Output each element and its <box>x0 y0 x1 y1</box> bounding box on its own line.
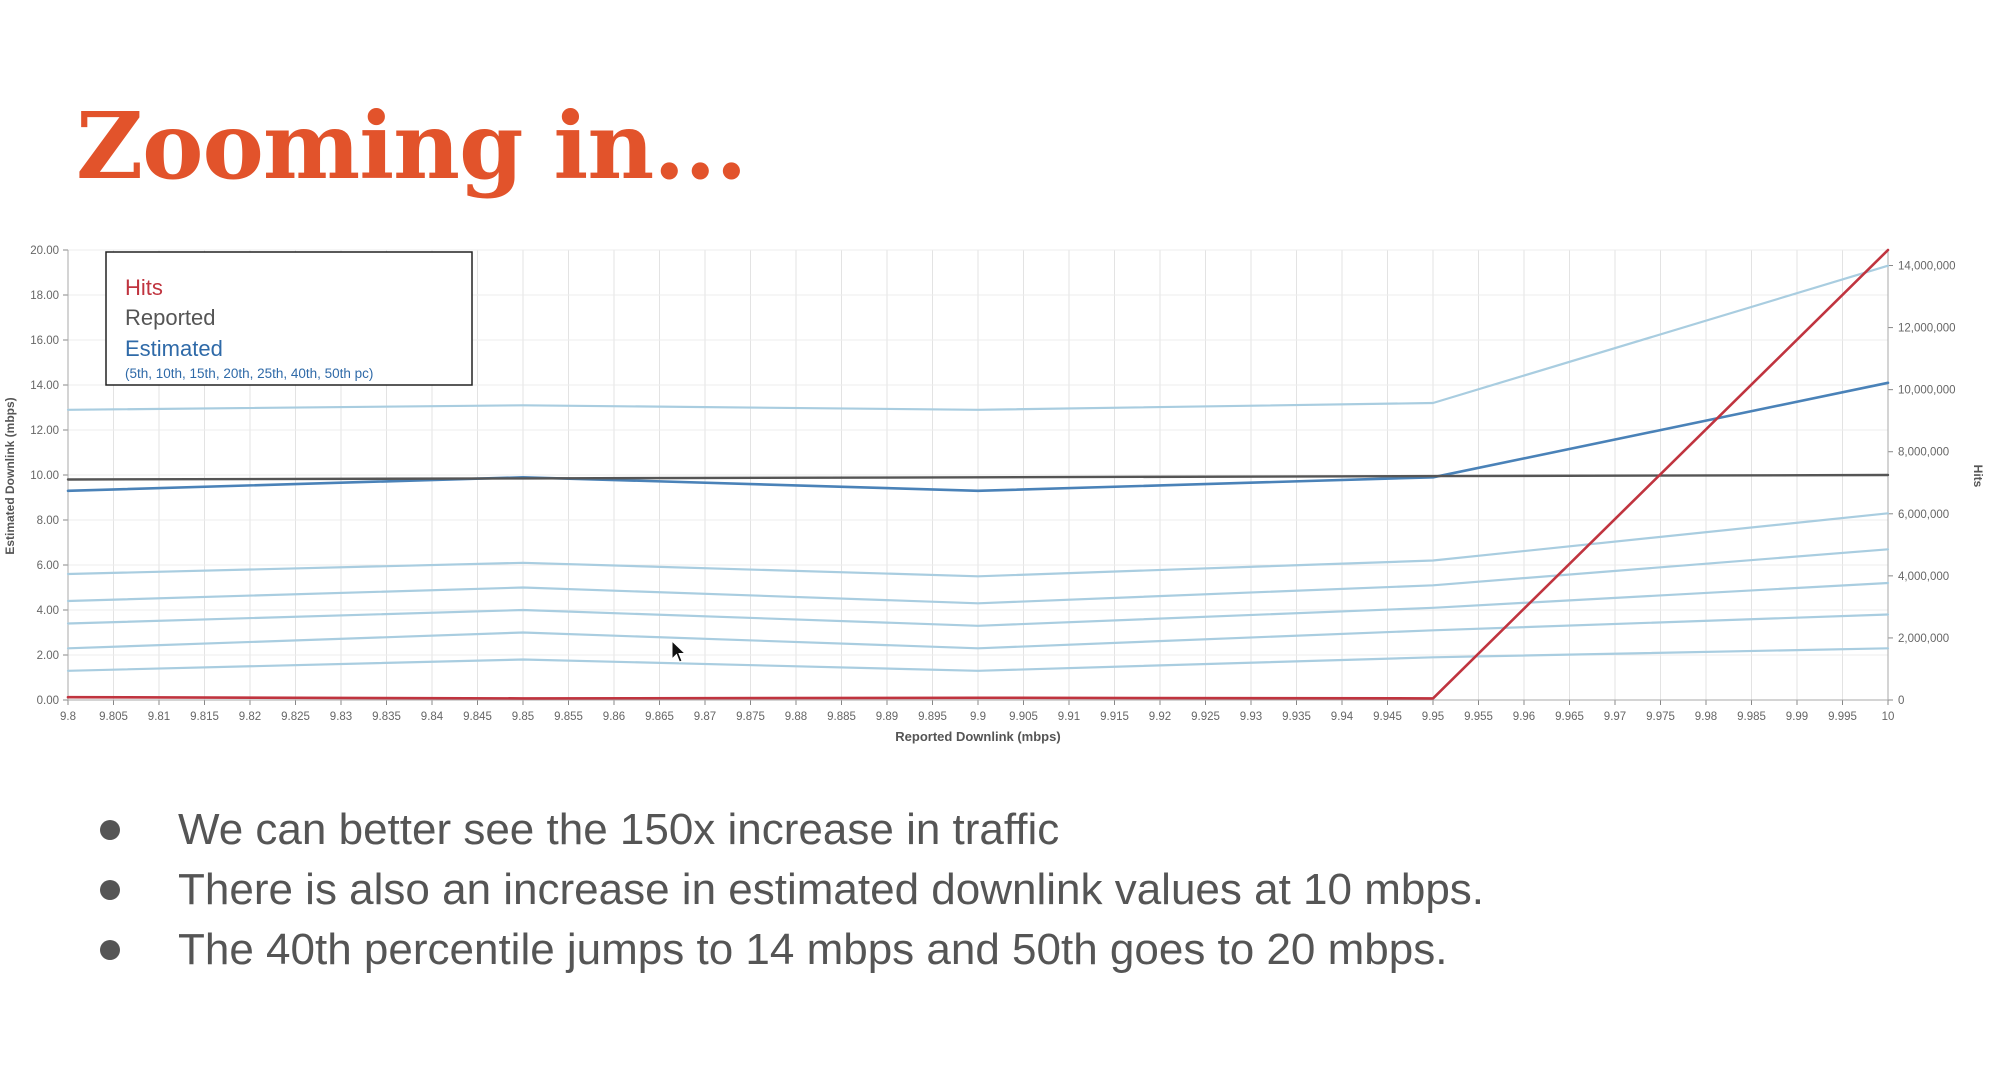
x-tick-label: 9.98 <box>1695 711 1717 723</box>
x-tick-label: 9.995 <box>1828 711 1857 723</box>
bullet-text: We can better see the 150x increase in t… <box>178 805 1060 854</box>
legend: Hits Reported Estimated (5th, 10th, 15th… <box>105 251 473 386</box>
legend-item-reported: Reported <box>125 305 216 330</box>
x-tick-label: 9.865 <box>645 711 674 723</box>
series-lines <box>66 248 1890 700</box>
x-tick-label: 9.86 <box>603 711 625 723</box>
x-tick-label: 9.92 <box>1149 711 1171 723</box>
x-tick-label: 9.89 <box>876 711 898 723</box>
y-tick-label: 16.00 <box>30 335 59 347</box>
bullet-dot-icon <box>100 940 120 960</box>
x-tick-label: 9.965 <box>1555 711 1584 723</box>
y-tick-label: 18.00 <box>30 290 59 302</box>
series-percentile-line <box>66 581 1890 627</box>
x-tick-label: 9.95 <box>1422 711 1444 723</box>
x-tick-label: 9.88 <box>785 711 807 723</box>
y-axis-title: Estimated Downlink (mbps) <box>3 397 17 554</box>
bullet-dot-icon <box>100 820 120 840</box>
x-tick-label: 9.99 <box>1786 711 1808 723</box>
x-tick-label: 9.91 <box>1058 711 1080 723</box>
x-tick-label: 9.93 <box>1240 711 1262 723</box>
y2-tick-label: 4,000,000 <box>1898 571 1949 583</box>
x-tick-label: 9.845 <box>463 711 492 723</box>
bullet-list: We can better see the 150x increase in t… <box>100 800 1484 980</box>
x-tick-label: 9.885 <box>827 711 856 723</box>
x-tick-label: 9.955 <box>1464 711 1493 723</box>
series-estimated-line <box>66 381 1890 493</box>
y-tick-label: 2.00 <box>37 650 59 662</box>
legend-item-hits: Hits <box>125 275 163 300</box>
bullet-text: The 40th percentile jumps to 14 mbps and… <box>178 925 1448 974</box>
mouse-cursor-icon <box>671 640 687 663</box>
bullet-item: The 40th percentile jumps to 14 mbps and… <box>100 920 1484 980</box>
axis-labels: Reported Downlink (mbps) Estimated Downl… <box>3 397 1985 744</box>
x-tick-label: 9.925 <box>1191 711 1220 723</box>
legend-item-estimated: Estimated <box>125 336 223 361</box>
x-tick-label: 9.895 <box>918 711 947 723</box>
bullet-text: There is also an increase in estimated d… <box>178 865 1485 914</box>
series-hits-line <box>66 248 1890 700</box>
y-tick-label: 14.00 <box>30 380 59 392</box>
y2-tick-label: 6,000,000 <box>1898 509 1949 521</box>
x-tick-label: 9.87 <box>694 711 716 723</box>
x-tick-label: 9.875 <box>736 711 765 723</box>
x-tick-label: 9.8 <box>60 711 76 723</box>
y2-tick-label: 14,000,000 <box>1898 261 1956 273</box>
y-tick-label: 0.00 <box>37 695 59 707</box>
y-tick-label: 10.00 <box>30 470 59 482</box>
y-tick-label: 8.00 <box>37 515 59 527</box>
x-tick-label: 9.855 <box>554 711 583 723</box>
series-percentile-line <box>66 264 1890 411</box>
series-percentile-line <box>66 512 1890 578</box>
x-tick-label: 9.835 <box>372 711 401 723</box>
y2-tick-label: 12,000,000 <box>1898 323 1956 335</box>
x-tick-label: 9.96 <box>1513 711 1535 723</box>
series-reported-line <box>66 473 1890 481</box>
legend-box <box>105 251 473 386</box>
x-tick-label: 9.82 <box>239 711 261 723</box>
x-tick-label: 9.805 <box>99 711 128 723</box>
x-tick-label: 9.905 <box>1009 711 1038 723</box>
series-percentile-line <box>66 613 1890 650</box>
x-tick-label: 9.815 <box>190 711 219 723</box>
y-tick-label: 12.00 <box>30 425 59 437</box>
axes: 9.8 9.805 9.81 9.815 9.82 9.825 9.83 9.835 9.84 9… <box>30 245 1955 723</box>
x-tick-label: 9.825 <box>281 711 310 723</box>
y2-tick-label: 8,000,000 <box>1898 447 1949 459</box>
x-tick-label: 9.935 <box>1282 711 1311 723</box>
series-percentile-line <box>66 647 1890 672</box>
x-tick-label: 9.81 <box>148 711 170 723</box>
bullet-item: There is also an increase in estimated d… <box>100 860 1484 920</box>
x-tick-label: 9.85 <box>512 711 534 723</box>
x-tick-label: 9.97 <box>1604 711 1626 723</box>
x-tick-label: 9.9 <box>970 711 986 723</box>
y-tick-label: 20.00 <box>30 245 59 257</box>
x-tick-label: 9.985 <box>1737 711 1766 723</box>
chart: 9.8 9.805 9.81 9.815 9.82 9.825 9.83 9.835 9.84 9… <box>3 245 1985 744</box>
x-tick-label: 9.83 <box>330 711 352 723</box>
bullet-dot-icon <box>100 880 120 900</box>
x-tick-label: 9.945 <box>1373 711 1402 723</box>
y-tick-label: 6.00 <box>37 560 59 572</box>
x-tick-label: 9.94 <box>1331 711 1354 723</box>
x-axis-title: Reported Downlink (mbps) <box>895 729 1060 744</box>
bullet-item: We can better see the 150x increase in t… <box>100 800 1484 860</box>
y2-tick-label: 0 <box>1898 695 1904 707</box>
x-tick-label: 9.84 <box>421 711 444 723</box>
x-tick-label: 9.975 <box>1646 711 1675 723</box>
legend-note: (5th, 10th, 15th, 20th, 25th, 40th, 50th… <box>125 366 373 381</box>
y2-axis-title: Hits <box>1971 465 1985 488</box>
y2-tick-label: 2,000,000 <box>1898 633 1949 645</box>
slide-title: Zooming in... <box>76 92 747 200</box>
x-tick-label: 9.915 <box>1100 711 1129 723</box>
y-tick-label: 4.00 <box>37 605 59 617</box>
x-tick-label: 10 <box>1882 711 1895 723</box>
y2-tick-label: 10,000,000 <box>1898 385 1956 397</box>
series-percentile-line <box>66 548 1890 605</box>
